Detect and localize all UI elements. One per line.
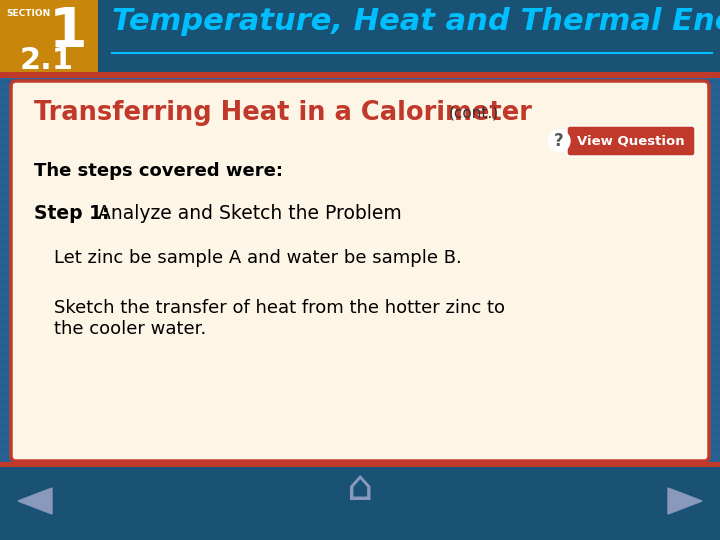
Bar bbox=[0, 496, 720, 500]
Bar bbox=[0, 216, 720, 220]
Bar bbox=[0, 160, 720, 164]
FancyBboxPatch shape bbox=[0, 72, 720, 78]
Text: Temperature, Heat and Thermal Energy: Temperature, Heat and Thermal Energy bbox=[112, 7, 720, 36]
Bar bbox=[0, 328, 720, 332]
Text: Analyze and Sketch the Problem: Analyze and Sketch the Problem bbox=[92, 204, 402, 223]
Text: View Question: View Question bbox=[577, 134, 685, 147]
FancyBboxPatch shape bbox=[0, 0, 98, 72]
FancyBboxPatch shape bbox=[567, 126, 695, 156]
Bar bbox=[0, 384, 720, 388]
Bar bbox=[0, 272, 720, 276]
Bar bbox=[0, 224, 720, 228]
Bar bbox=[0, 248, 720, 252]
Bar bbox=[0, 416, 720, 420]
Bar bbox=[0, 184, 720, 188]
Bar bbox=[0, 208, 720, 212]
Bar bbox=[0, 40, 720, 44]
Bar bbox=[0, 528, 720, 532]
Text: 1: 1 bbox=[49, 5, 87, 59]
Text: SECTION: SECTION bbox=[6, 9, 50, 18]
Bar bbox=[0, 144, 720, 148]
Text: Let zinc be sample A and water be sample B.: Let zinc be sample A and water be sample… bbox=[54, 249, 462, 267]
Bar bbox=[0, 304, 720, 308]
Bar bbox=[0, 0, 720, 4]
Bar bbox=[0, 264, 720, 268]
Text: (cont.): (cont.) bbox=[449, 106, 499, 121]
FancyBboxPatch shape bbox=[0, 462, 720, 540]
Bar bbox=[0, 104, 720, 108]
Bar bbox=[0, 72, 720, 76]
Text: 2.1: 2.1 bbox=[20, 46, 74, 75]
Bar bbox=[0, 112, 720, 116]
Bar bbox=[0, 176, 720, 180]
Bar bbox=[0, 472, 720, 476]
Bar bbox=[0, 152, 720, 156]
Text: Transferring Heat in a Calorimeter: Transferring Heat in a Calorimeter bbox=[34, 100, 532, 126]
FancyBboxPatch shape bbox=[0, 0, 720, 78]
Bar bbox=[0, 120, 720, 124]
Bar bbox=[0, 352, 720, 356]
Bar bbox=[0, 320, 720, 324]
Bar bbox=[0, 536, 720, 540]
Bar bbox=[0, 128, 720, 132]
Bar bbox=[0, 464, 720, 468]
Bar bbox=[0, 512, 720, 516]
Bar bbox=[0, 192, 720, 196]
Bar bbox=[0, 488, 720, 492]
Bar bbox=[0, 8, 720, 12]
Bar bbox=[0, 16, 720, 20]
Bar bbox=[0, 432, 720, 436]
Bar bbox=[0, 360, 720, 364]
Bar bbox=[0, 200, 720, 204]
FancyBboxPatch shape bbox=[0, 462, 720, 467]
Text: Sketch the transfer of heat from the hotter zinc to
the cooler water.: Sketch the transfer of heat from the hot… bbox=[54, 299, 505, 338]
Bar bbox=[0, 424, 720, 428]
Bar bbox=[0, 168, 720, 172]
Bar bbox=[0, 256, 720, 260]
Bar bbox=[0, 448, 720, 452]
Bar bbox=[0, 56, 720, 60]
Bar bbox=[0, 520, 720, 524]
Bar bbox=[0, 400, 720, 404]
Bar bbox=[0, 96, 720, 100]
FancyBboxPatch shape bbox=[11, 81, 709, 461]
Bar bbox=[0, 24, 720, 28]
Bar bbox=[0, 32, 720, 36]
Polygon shape bbox=[18, 488, 52, 514]
Bar bbox=[0, 408, 720, 412]
Bar bbox=[0, 440, 720, 444]
Bar bbox=[0, 296, 720, 300]
Bar bbox=[0, 80, 720, 84]
Polygon shape bbox=[668, 488, 702, 514]
Bar bbox=[0, 64, 720, 68]
Bar bbox=[0, 288, 720, 292]
Bar bbox=[0, 344, 720, 348]
Bar bbox=[0, 480, 720, 484]
Text: ⌂: ⌂ bbox=[347, 467, 373, 509]
Bar bbox=[0, 392, 720, 396]
Bar bbox=[0, 280, 720, 284]
Circle shape bbox=[548, 130, 570, 152]
Text: Step 1:: Step 1: bbox=[34, 204, 109, 223]
Bar bbox=[0, 232, 720, 236]
Bar bbox=[0, 376, 720, 380]
Bar bbox=[0, 88, 720, 92]
Bar bbox=[0, 136, 720, 140]
Bar bbox=[0, 336, 720, 340]
Bar bbox=[0, 240, 720, 244]
Text: The steps covered were:: The steps covered were: bbox=[34, 162, 283, 180]
Bar bbox=[0, 504, 720, 508]
Bar bbox=[0, 368, 720, 372]
Bar bbox=[0, 456, 720, 460]
Text: ?: ? bbox=[554, 132, 564, 150]
Bar bbox=[0, 312, 720, 316]
Bar bbox=[0, 48, 720, 52]
